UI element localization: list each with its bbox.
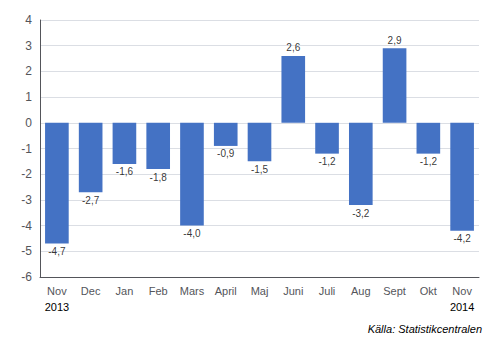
- svg-text:-4,2: -4,2: [453, 233, 471, 244]
- svg-text:-4: -4: [21, 219, 32, 233]
- svg-text:-0,9: -0,9: [217, 148, 235, 159]
- svg-text:2: 2: [25, 64, 32, 78]
- svg-text:-2: -2: [21, 167, 32, 181]
- svg-text:-1,8: -1,8: [150, 172, 168, 183]
- svg-text:Feb: Feb: [149, 285, 168, 297]
- svg-text:3: 3: [25, 39, 32, 53]
- svg-text:-1,2: -1,2: [318, 156, 336, 167]
- svg-text:Jan: Jan: [116, 285, 134, 297]
- svg-text:-2,7: -2,7: [82, 195, 100, 206]
- svg-text:Juli: Juli: [319, 285, 336, 297]
- svg-text:Nov: Nov: [47, 285, 67, 297]
- svg-text:Sept: Sept: [383, 285, 406, 297]
- svg-text:-1: -1: [21, 142, 32, 156]
- svg-text:-1,6: -1,6: [116, 166, 134, 177]
- svg-text:Källa: Statistikcentralen: Källa: Statistikcentralen: [368, 323, 482, 335]
- svg-text:4: 4: [25, 13, 32, 27]
- svg-text:0: 0: [25, 116, 32, 130]
- svg-text:-1,2: -1,2: [420, 156, 438, 167]
- svg-text:2,9: 2,9: [388, 35, 402, 46]
- svg-text:-6: -6: [21, 270, 32, 284]
- svg-text:-5: -5: [21, 244, 32, 258]
- svg-text:-3,2: -3,2: [352, 208, 370, 219]
- svg-text:-4,0: -4,0: [183, 228, 201, 239]
- svg-text:2013: 2013: [45, 301, 69, 313]
- svg-text:April: April: [215, 285, 237, 297]
- svg-text:2,6: 2,6: [286, 42, 300, 53]
- svg-text:-1,5: -1,5: [251, 164, 269, 175]
- svg-text:2014: 2014: [450, 301, 474, 313]
- svg-text:Nov: Nov: [452, 285, 472, 297]
- svg-text:Okt: Okt: [420, 285, 437, 297]
- svg-text:Mars: Mars: [180, 285, 205, 297]
- svg-text:Aug: Aug: [351, 285, 371, 297]
- svg-text:Maj: Maj: [251, 285, 269, 297]
- svg-text:1: 1: [25, 90, 32, 104]
- svg-text:Juni: Juni: [283, 285, 303, 297]
- svg-text:Dec: Dec: [81, 285, 101, 297]
- svg-text:-4,7: -4,7: [48, 246, 66, 257]
- svg-text:-3: -3: [21, 193, 32, 207]
